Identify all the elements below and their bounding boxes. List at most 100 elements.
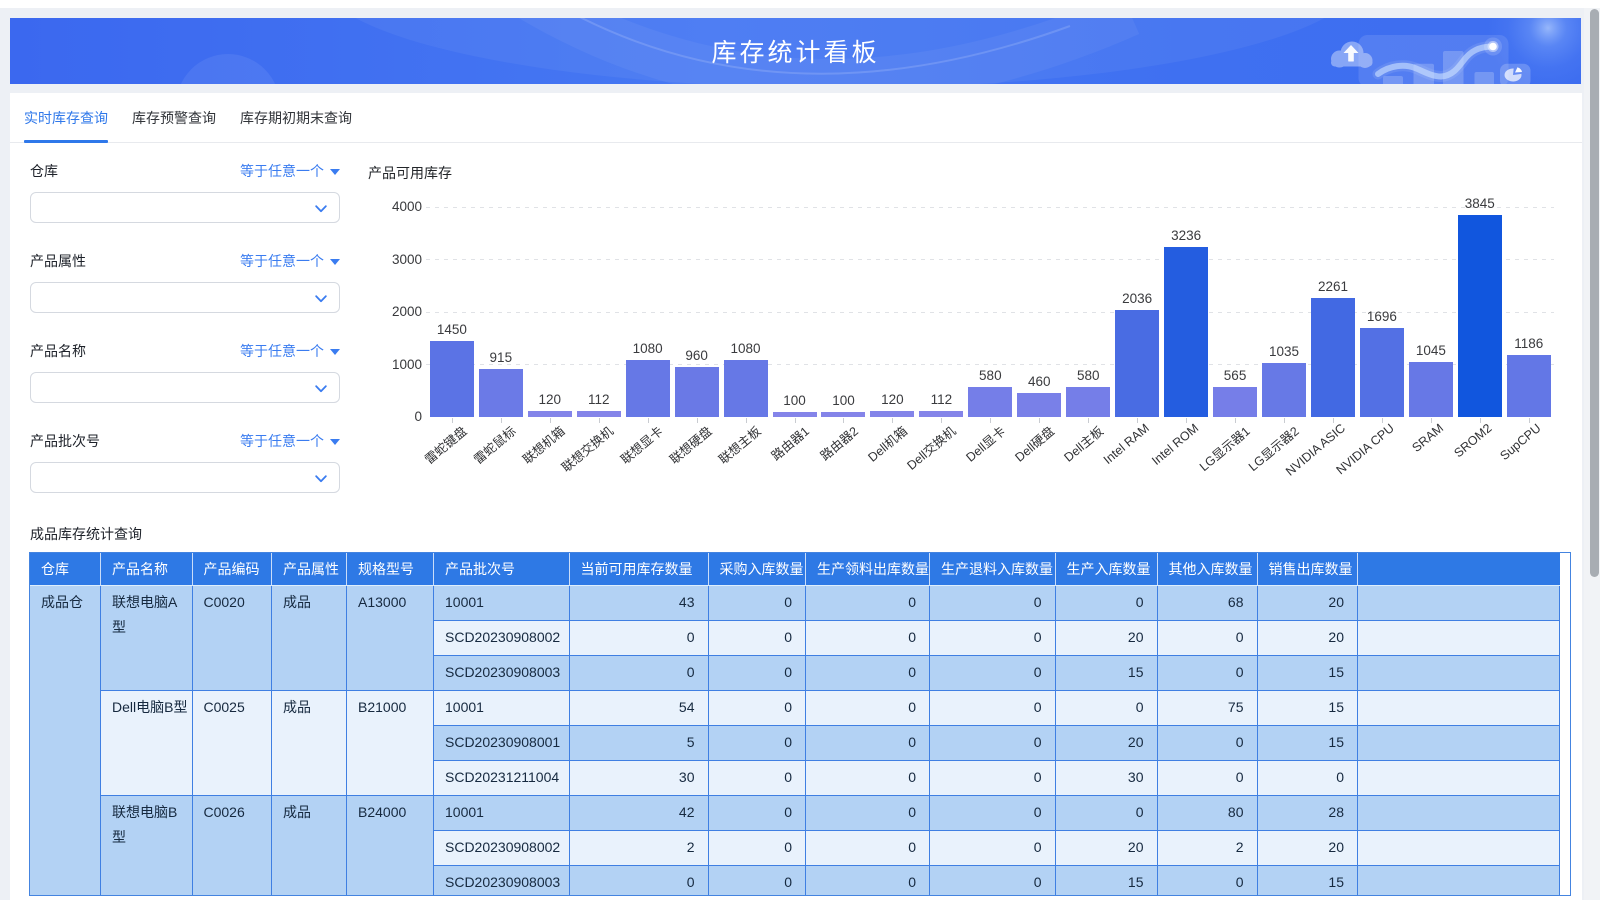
cell-qty: 0 (1157, 866, 1258, 895)
cell-qty: 0 (708, 761, 806, 796)
cell-empty (1358, 656, 1560, 691)
cell-batch: SCD20230908002 (434, 621, 570, 656)
table-caption: 成品库存统计查询 (30, 526, 142, 542)
cell-qty: 0 (806, 831, 930, 866)
filter-select[interactable] (30, 372, 340, 403)
cell-spec: B21000 (347, 691, 434, 796)
cell-product: 联想电脑B型 (101, 796, 193, 895)
col-header-0: 仓库 (30, 553, 101, 586)
cell-qty: 0 (1055, 586, 1158, 621)
filter-label: 产品批次号 (30, 433, 100, 449)
cell-qty: 0 (930, 586, 1056, 621)
cell-qty: 0 (930, 621, 1056, 656)
filter-select[interactable] (30, 192, 340, 223)
cell-qty: 0 (1157, 656, 1258, 691)
cell-empty (1358, 691, 1560, 726)
filter-select[interactable] (30, 462, 340, 493)
stock-table: 仓库 产品名称 产品编码 产品属性 规格型号 产品批次号 当前可用库存数量 采购入库数量 生产领… (30, 553, 1560, 895)
cell-qty: 0 (930, 691, 1056, 726)
filter-operator[interactable]: 等于任意一个 (240, 431, 340, 451)
table-row: SCD20230908001 5 0 0 0 20 0 15 (30, 726, 1560, 761)
cell-qty: 42 (569, 796, 709, 831)
stock-table-wrapper: 仓库 产品名称 产品编码 产品属性 规格型号 产品批次号 当前可用库存数量 采购入库数量 生产领… (29, 552, 1571, 896)
cell-qty: 75 (1157, 691, 1258, 726)
cell-qty: 20 (1257, 586, 1358, 621)
cell-qty: 0 (806, 656, 930, 691)
cell-empty (1358, 761, 1560, 796)
chevron-down-icon (315, 295, 327, 303)
col-header-5: 产品批次号 (434, 553, 570, 586)
cell-qty: 2 (569, 831, 709, 866)
cell-code: C0020 (192, 586, 272, 691)
tab-1[interactable]: 库存预警查询 (132, 109, 216, 126)
filter-group-1: 产品属性 等于任意一个 (30, 251, 340, 313)
cell-code: C0026 (192, 796, 272, 895)
cell-qty: 15 (1257, 691, 1358, 726)
cell-qty: 20 (1055, 831, 1158, 866)
cell-batch: SCD20230908003 (434, 656, 570, 691)
tab-0[interactable]: 实时库存查询 (24, 93, 108, 143)
caret-down-icon (330, 259, 340, 265)
cell-empty (1358, 621, 1560, 656)
table-row: Dell电脑B型 C0025 成品 B21000 10001 54 0 0 0 0 75 15 (30, 691, 1560, 796)
col-header-3: 产品属性 (272, 553, 347, 586)
cell-qty: 0 (1157, 621, 1258, 656)
cloud-upload-icon (1331, 41, 1373, 68)
filter-operator[interactable]: 等于任意一个 (240, 251, 340, 271)
table-row: SCD20230908002 0 0 0 0 20 0 20 (30, 621, 1560, 656)
caret-down-icon (330, 169, 340, 175)
cell-qty: 0 (806, 726, 930, 761)
cell-qty: 0 (930, 866, 1056, 895)
table-row: 联想电脑B型 C0026 成品 B24000 10001 42 0 0 0 0 80 28 (30, 796, 1560, 895)
scrollbar-thumb[interactable] (1590, 9, 1599, 577)
cell-qty: 43 (569, 586, 709, 621)
cell-batch: 10001 (434, 586, 570, 621)
cell-qty: 0 (569, 656, 709, 691)
cell-batch: SCD20231211004 (434, 761, 570, 796)
col-header-2: 产品编码 (192, 553, 272, 586)
cell-qty: 15 (1055, 866, 1158, 895)
cell-qty: 0 (708, 656, 806, 691)
cell-empty (1358, 866, 1560, 895)
cell-qty: 5 (569, 726, 709, 761)
filter-label: 仓库 (30, 163, 58, 179)
col-header-4: 规格型号 (347, 553, 434, 586)
filter-operator[interactable]: 等于任意一个 (240, 161, 340, 181)
table-row: SCD20230908002 2 0 0 0 20 2 20 (30, 831, 1560, 866)
col-header-7: 采购入库数量 (708, 553, 806, 586)
cell-qty: 15 (1257, 726, 1358, 761)
col-header-1: 产品名称 (101, 553, 193, 586)
table-row: SCD20230908003 0 0 0 0 15 0 15 (30, 656, 1560, 691)
cell-qty: 54 (569, 691, 709, 726)
filter-group-3: 产品批次号 等于任意一个 (30, 431, 340, 493)
table-row: 成品仓 联想电脑A型 C0020 成品 A13000 10001 43 0 0 0 0 68 20 (30, 586, 1560, 895)
cell-qty: 15 (1257, 656, 1358, 691)
cell-qty: 0 (708, 726, 806, 761)
filter-operator[interactable]: 等于任意一个 (240, 341, 340, 361)
filter-group-0: 仓库 等于任意一个 (30, 161, 340, 223)
cell-qty: 30 (1055, 761, 1158, 796)
cell-batch: 10001 (434, 691, 570, 726)
cell-qty: 0 (806, 586, 930, 621)
cell-qty: 0 (708, 586, 806, 621)
cell-qty: 80 (1157, 796, 1258, 831)
cell-spec: B24000 (347, 796, 434, 895)
cell-product: 联想电脑A型 (101, 586, 193, 691)
cell-qty: 0 (930, 656, 1056, 691)
cell-qty: 0 (708, 831, 806, 866)
col-header-9: 生产退料入库数量 (930, 553, 1056, 586)
col-header-11: 其他入库数量 (1157, 553, 1258, 586)
col-header-8: 生产领料出库数量 (806, 553, 930, 586)
page-scrollbar[interactable] (1584, 8, 1600, 900)
col-header-13 (1358, 553, 1560, 586)
cell-warehouse: 成品仓 (30, 586, 101, 895)
cell-attr: 成品 (272, 691, 347, 796)
chevron-down-icon (315, 385, 327, 393)
cell-qty: 0 (806, 796, 930, 831)
filter-select[interactable] (30, 282, 340, 313)
cell-qty: 0 (708, 866, 806, 895)
col-header-12: 销售出库数量 (1257, 553, 1358, 586)
pie-chart-icon (1500, 63, 1531, 84)
tab-2[interactable]: 库存期初期末查询 (240, 109, 352, 126)
caret-down-icon (330, 349, 340, 355)
